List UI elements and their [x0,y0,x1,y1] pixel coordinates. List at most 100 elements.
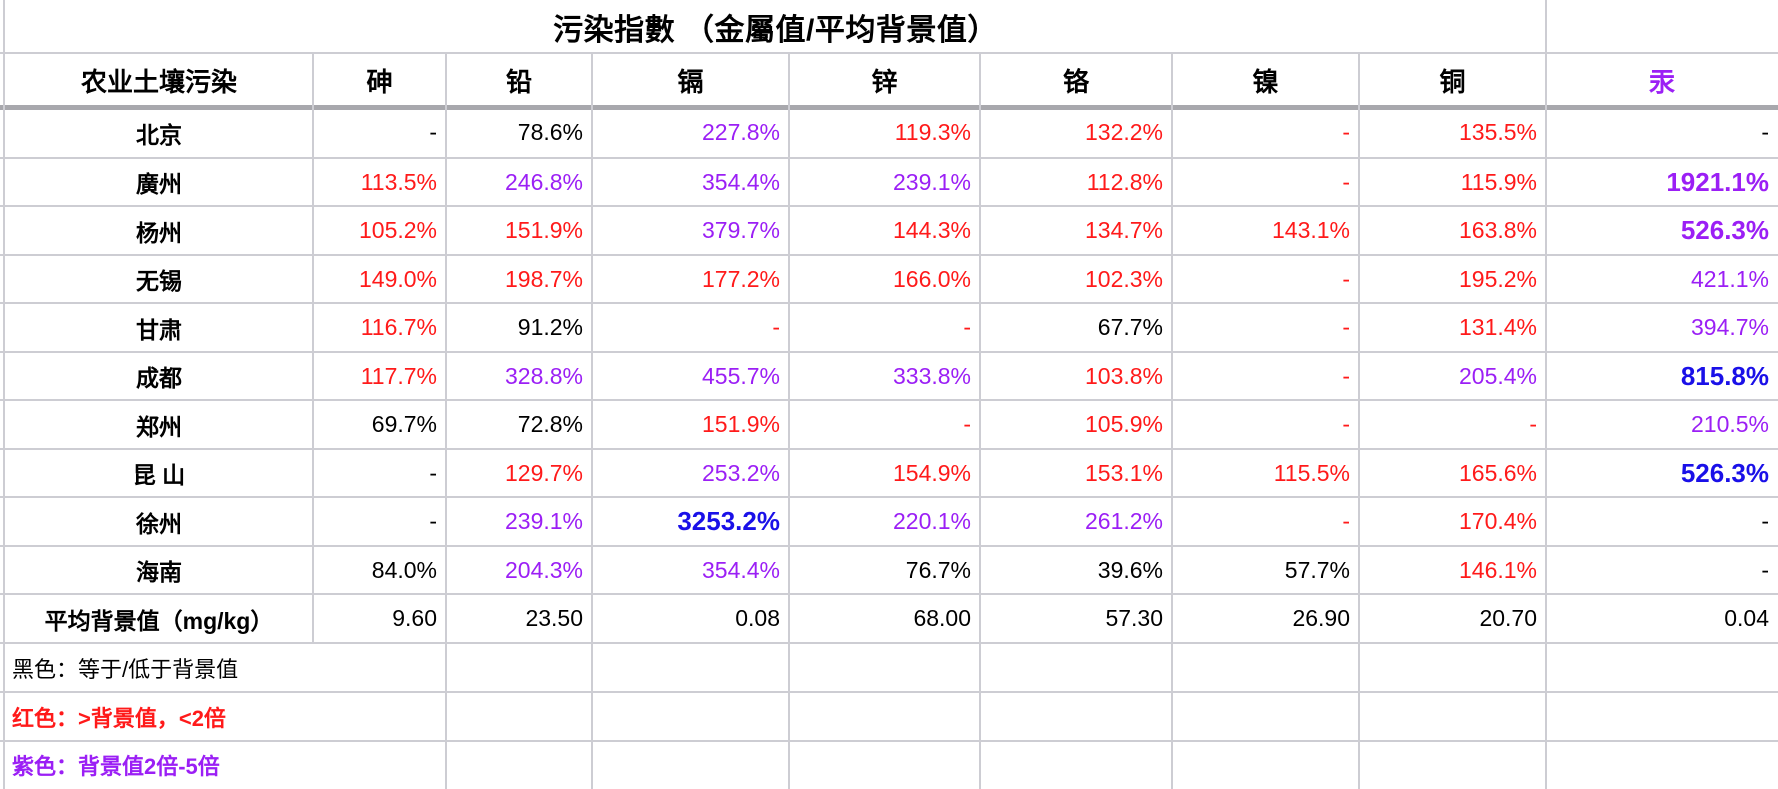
index-value[interactable]: 526.3% [1680,215,1769,245]
index-value[interactable]: 91.2% [517,314,583,340]
col-divider [591,741,593,789]
index-value[interactable]: - [1342,119,1350,145]
index-value[interactable]: 3253.2% [677,506,780,536]
index-value[interactable]: 112.8% [1086,168,1163,195]
index-value[interactable]: 165.6% [1458,459,1537,486]
col-divider [1545,546,1547,594]
index-value[interactable]: 39.6% [1097,556,1163,583]
header-divider [0,105,1778,110]
col-divider [1358,53,1360,107]
index-value[interactable]: 163.8% [1458,217,1537,243]
index-value[interactable]: - [1342,314,1350,340]
index-value[interactable]: 131.4% [1458,314,1537,340]
background-value[interactable]: 26.90 [1292,605,1350,631]
background-value[interactable]: 20.70 [1479,605,1537,631]
index-value[interactable]: - [1761,119,1769,145]
index-value[interactable]: - [1342,411,1350,437]
index-value[interactable]: - [1342,362,1350,389]
index-value[interactable]: - [1342,265,1350,292]
index-value[interactable]: 333.8% [892,362,971,389]
index-value[interactable]: - [1761,508,1769,534]
index-value[interactable]: - [1342,508,1350,534]
col-divider [591,594,593,643]
index-value[interactable]: 1921.1% [1666,166,1769,197]
background-value[interactable]: 0.08 [735,605,780,631]
index-value[interactable]: 103.8% [1084,362,1163,389]
index-value[interactable]: 144.3% [892,217,971,243]
index-value[interactable]: 69.7% [371,411,437,437]
index-value[interactable]: 227.8% [701,119,780,145]
index-value[interactable]: 195.2% [1458,265,1537,292]
background-value[interactable]: 57.30 [1105,605,1163,631]
index-value[interactable]: 198.7% [504,265,583,292]
index-value[interactable]: 394.7% [1690,314,1769,340]
index-value[interactable]: 132.2% [1084,119,1163,145]
col-divider [591,449,593,497]
col-divider [1171,53,1173,107]
index-value[interactable]: 84.0% [371,556,437,583]
index-value[interactable]: 354.4% [701,168,780,195]
index-value[interactable]: 210.5% [1690,411,1769,437]
index-value[interactable]: 135.5% [1458,119,1537,145]
city-label: 廣州 [136,171,182,197]
index-value[interactable]: 117.7% [360,362,437,389]
index-value[interactable]: 149.0% [358,265,437,292]
index-value[interactable]: 151.9% [504,217,583,243]
index-value[interactable]: 205.4% [1458,362,1537,389]
index-value[interactable]: 105.2% [358,217,437,243]
index-value[interactable]: 154.9% [892,459,971,486]
index-value[interactable]: - [1529,411,1537,437]
index-value[interactable]: 57.7% [1284,556,1350,583]
index-value[interactable]: 76.7% [905,556,971,583]
index-value[interactable]: 102.3% [1084,265,1163,292]
col-divider [312,206,314,255]
index-value[interactable]: 78.6% [517,119,583,145]
index-value[interactable]: - [1761,556,1769,583]
background-value[interactable]: 68.00 [913,605,971,631]
index-value[interactable]: 119.3% [894,119,971,145]
index-value[interactable]: 526.3% [1680,457,1769,488]
index-value[interactable]: 177.2% [701,265,780,292]
index-value[interactable]: - [772,314,780,340]
index-value[interactable]: - [963,314,971,340]
index-value[interactable]: 220.1% [892,508,971,534]
index-value[interactable]: 115.9% [1460,168,1537,195]
index-value[interactable]: 815.8% [1680,360,1769,391]
index-value[interactable]: 455.7% [701,362,780,389]
index-value[interactable]: 239.1% [504,508,583,534]
index-value[interactable]: 67.7% [1097,314,1163,340]
index-value[interactable]: 239.1% [892,168,971,195]
index-value[interactable]: - [963,411,971,437]
index-value[interactable]: 143.1% [1271,217,1350,243]
index-value[interactable]: 253.2% [701,459,780,486]
index-value[interactable]: 379.7% [701,217,780,243]
index-value[interactable]: 170.4% [1458,508,1537,534]
col-divider [312,497,314,546]
index-value[interactable]: 113.5% [360,168,437,195]
index-value[interactable]: 261.2% [1084,508,1163,534]
background-value[interactable]: 0.04 [1724,605,1769,631]
index-value[interactable]: 72.8% [517,411,583,437]
index-value[interactable]: 134.7% [1084,217,1163,243]
index-value[interactable]: 166.0% [892,265,971,292]
index-value[interactable]: 354.4% [701,556,780,583]
index-value[interactable]: 328.8% [504,362,583,389]
col-divider [1358,206,1360,255]
index-value[interactable]: - [429,119,437,145]
index-value[interactable]: - [429,508,437,534]
index-value[interactable]: 421.1% [1690,265,1769,292]
index-value[interactable]: 129.7% [504,459,583,486]
index-value[interactable]: 246.8% [504,168,583,195]
index-value[interactable]: 105.9% [1084,411,1163,437]
index-value[interactable]: - [1342,168,1350,195]
col-divider [1171,741,1173,789]
index-value[interactable]: - [429,459,437,486]
index-value[interactable]: 204.3% [504,556,583,583]
index-value[interactable]: 116.7% [360,314,437,340]
index-value[interactable]: 151.9% [701,411,780,437]
index-value[interactable]: 146.1% [1458,556,1537,583]
index-value[interactable]: 115.5% [1273,459,1350,486]
index-value[interactable]: 153.1% [1084,459,1163,486]
background-value[interactable]: 23.50 [525,605,583,631]
background-value[interactable]: 9.60 [392,605,437,631]
